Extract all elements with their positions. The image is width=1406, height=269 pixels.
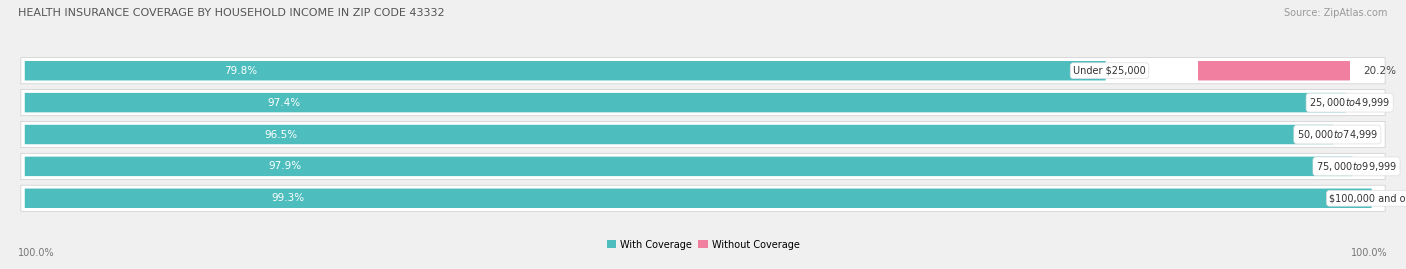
Text: $50,000 to $74,999: $50,000 to $74,999 (1296, 128, 1378, 141)
FancyBboxPatch shape (21, 58, 1385, 84)
FancyBboxPatch shape (1198, 61, 1350, 80)
FancyBboxPatch shape (21, 185, 1385, 211)
Text: Source: ZipAtlas.com: Source: ZipAtlas.com (1284, 8, 1388, 18)
FancyBboxPatch shape (25, 93, 1346, 112)
Text: $100,000 and over: $100,000 and over (1330, 193, 1406, 203)
Text: 97.9%: 97.9% (269, 161, 301, 171)
Text: 79.8%: 79.8% (224, 66, 257, 76)
FancyBboxPatch shape (25, 125, 1333, 144)
Text: $25,000 to $49,999: $25,000 to $49,999 (1309, 96, 1391, 109)
FancyBboxPatch shape (21, 121, 1385, 148)
Legend: With Coverage, Without Coverage: With Coverage, Without Coverage (603, 236, 803, 254)
Text: 99.3%: 99.3% (271, 193, 305, 203)
FancyBboxPatch shape (25, 189, 1372, 208)
Text: 20.2%: 20.2% (1364, 66, 1396, 76)
FancyBboxPatch shape (21, 90, 1385, 116)
Text: 97.4%: 97.4% (267, 98, 299, 108)
Text: 96.5%: 96.5% (264, 129, 298, 140)
Text: $75,000 to $99,999: $75,000 to $99,999 (1316, 160, 1398, 173)
Text: HEALTH INSURANCE COVERAGE BY HOUSEHOLD INCOME IN ZIP CODE 43332: HEALTH INSURANCE COVERAGE BY HOUSEHOLD I… (18, 8, 444, 18)
FancyBboxPatch shape (25, 157, 1353, 176)
Text: 100.0%: 100.0% (1351, 248, 1388, 258)
Text: Under $25,000: Under $25,000 (1073, 66, 1146, 76)
FancyBboxPatch shape (21, 153, 1385, 179)
Text: 100.0%: 100.0% (18, 248, 55, 258)
FancyBboxPatch shape (25, 61, 1105, 80)
